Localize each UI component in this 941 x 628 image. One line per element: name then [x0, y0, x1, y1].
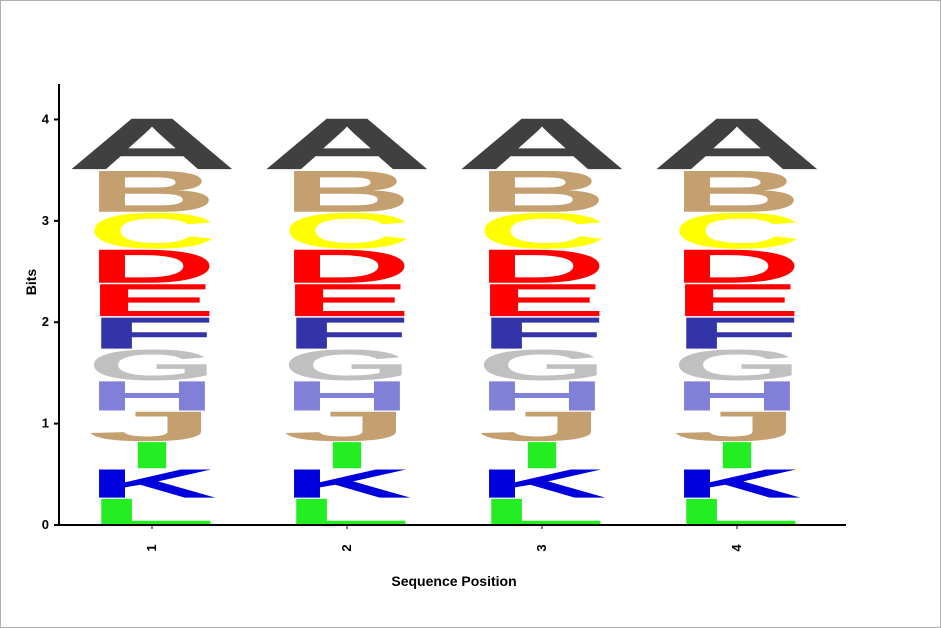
logo-letter-i: I: [320, 434, 375, 476]
logo-letter-k: K: [87, 461, 217, 507]
logo-stacks: LKIJHGFEDCBALKIJHGFEDCBALKIJHGFEDCBALKIJ…: [66, 103, 824, 533]
logo-letter-g: G: [672, 340, 802, 389]
y-ticks: 0 1 2 3 4: [42, 111, 59, 532]
logo-letter-j: J: [282, 403, 412, 450]
logo-letter-i: I: [515, 434, 570, 476]
x-tick-label: 3: [534, 544, 549, 551]
logo-letter-b: B: [282, 159, 412, 225]
y-tick-label: 0: [42, 517, 49, 532]
logo-letter-f: F: [477, 308, 607, 358]
logo-letter-c: C: [87, 203, 217, 260]
logo-letter-f: F: [672, 308, 802, 358]
x-ticks: 1 2 3 4: [144, 525, 744, 552]
logo-letter-a: A: [456, 103, 629, 185]
logo-letter-h: H: [477, 372, 607, 419]
logo-letter-c: C: [672, 203, 802, 260]
logo-letter-e: E: [672, 275, 802, 327]
x-tick-label: 4: [729, 544, 744, 552]
axes: 0 1 2 3 4 1 2 3 4: [42, 84, 846, 552]
y-tick-label: 2: [42, 314, 49, 329]
y-tick-label: 1: [42, 416, 49, 431]
logo-letter-c: C: [282, 203, 412, 260]
logo-letter-j: J: [477, 403, 607, 450]
logo-letter-d: D: [672, 239, 802, 292]
logo-letter-i: I: [710, 434, 765, 476]
logo-letter-k: K: [282, 461, 412, 507]
logo-letter-b: B: [672, 159, 802, 225]
y-axis-label: Bits: [23, 269, 39, 296]
logo-letter-e: E: [477, 275, 607, 327]
logo-letter-g: G: [87, 340, 217, 389]
logo-letter-b: B: [87, 159, 217, 225]
logo-letter-k: K: [477, 461, 607, 507]
logo-letter-d: D: [477, 239, 607, 292]
logo-letter-f: F: [87, 308, 217, 358]
logo-letter-a: A: [261, 103, 434, 185]
logo-letter-f: F: [282, 308, 412, 358]
logo-letter-j: J: [87, 403, 217, 450]
logo-letter-a: A: [651, 103, 824, 185]
logo-letter-j: J: [672, 403, 802, 450]
y-tick-label: 3: [42, 213, 49, 228]
logo-letter-k: K: [672, 461, 802, 507]
y-tick-label: 4: [42, 111, 50, 126]
logo-letter-a: A: [66, 103, 239, 185]
logo-letter-c: C: [477, 203, 607, 260]
x-tick-label: 2: [339, 544, 354, 551]
logo-letter-i: I: [125, 434, 180, 476]
logo-letter-g: G: [477, 340, 607, 389]
logo-letter-e: E: [87, 275, 217, 327]
x-tick-label: 1: [144, 544, 159, 551]
x-axis-label: Sequence Position: [391, 573, 516, 589]
logo-letter-b: B: [477, 159, 607, 225]
logo-letter-h: H: [672, 372, 802, 419]
logo-letter-d: D: [282, 239, 412, 292]
logo-letter-d: D: [87, 239, 217, 292]
logo-letter-e: E: [282, 275, 412, 327]
logo-letter-h: H: [282, 372, 412, 419]
logo-letter-h: H: [87, 372, 217, 419]
logo-letter-g: G: [282, 340, 412, 389]
